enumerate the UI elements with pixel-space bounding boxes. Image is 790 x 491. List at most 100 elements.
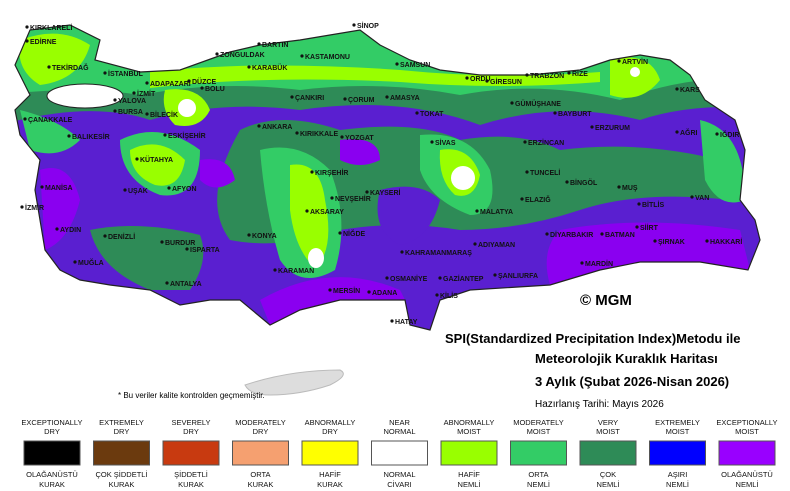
city-label: AFYON	[172, 186, 197, 193]
legend-top-label: EXCEPTIONALLY	[716, 418, 777, 427]
city-label: ÇORUM	[348, 97, 375, 104]
city-dot	[113, 109, 117, 113]
city-dot	[475, 209, 479, 213]
city-label: DİYARBAKIR	[550, 231, 593, 239]
city-dot	[338, 231, 342, 235]
legend-top-label: MOIST	[596, 427, 620, 436]
city-label: ELAZIĞ	[525, 195, 551, 204]
legend-bottom-label: KURAK	[109, 480, 135, 489]
city-label: TUNCELİ	[530, 169, 560, 177]
city-label: BAYBURT	[558, 111, 592, 118]
legend-bottom-label: NEMLİ	[458, 480, 481, 489]
city-dot	[395, 62, 399, 66]
legend-swatch	[23, 440, 81, 466]
city-dot	[690, 195, 694, 199]
city-dot	[553, 111, 557, 115]
legend-swatch	[371, 440, 428, 466]
city-label: DÜZCE	[192, 77, 216, 86]
city-label: AYDIN	[60, 227, 81, 234]
legend-bottom-label: NORMAL	[383, 470, 415, 479]
city-label: TRABZON	[530, 73, 564, 80]
city-label: ANKARA	[262, 124, 292, 131]
city-label: AĞRI	[680, 128, 698, 137]
city-label: KAHRAMANMARAŞ	[405, 250, 472, 257]
city-label: ÇANKIRI	[295, 95, 324, 102]
city-dot	[617, 185, 621, 189]
legend-bottom-label: OLAĞANÜSTÜ	[26, 470, 78, 479]
city-label: GAZİANTEP	[443, 275, 484, 283]
city-label: IĞDIR	[720, 130, 739, 139]
city-dot	[523, 140, 527, 144]
city-dot	[200, 86, 204, 90]
city-dot	[510, 101, 514, 105]
legend-top-label: DRY	[44, 427, 60, 436]
city-label: ZONGULDAK	[220, 52, 265, 59]
legend-top-label: DRY	[114, 427, 130, 436]
city-dot	[160, 240, 164, 244]
city-dot	[617, 59, 621, 63]
city-label: ESKİŞEHİR	[168, 132, 206, 140]
city-dot	[247, 233, 251, 237]
city-dot	[385, 95, 389, 99]
city-label: KONYA	[252, 233, 277, 240]
city-label: KARAMAN	[278, 268, 314, 275]
legend-bottom-label: NEMLİ	[527, 480, 550, 489]
legend-top-label: MOIST	[457, 427, 481, 436]
legend-bottom-label: KURAK	[248, 480, 274, 489]
legend-top-label: MOIST	[527, 427, 551, 436]
city-label: GİRESUN	[490, 78, 522, 86]
legend-top-label: SEVERELY	[171, 418, 210, 427]
city-label: ADAPAZARI	[150, 81, 191, 88]
city-label: SİİRT	[640, 224, 659, 232]
city-dot	[435, 293, 439, 297]
city-dot	[40, 185, 44, 189]
city-label: TOKAT	[420, 111, 444, 118]
city-label: OSMANİYE	[390, 275, 428, 283]
city-dot	[545, 232, 549, 236]
footnote: * Bu veriler kalite kontrolden geçmemişt…	[118, 391, 265, 400]
city-label: BARTIN	[262, 42, 288, 49]
city-dot	[493, 273, 497, 277]
city-dot	[580, 261, 584, 265]
city-dot	[290, 95, 294, 99]
legend-top-label: DRY	[183, 427, 199, 436]
city-dot	[73, 260, 77, 264]
city-dot	[600, 232, 604, 236]
city-dot	[300, 54, 304, 58]
city-dot	[653, 239, 657, 243]
city-dot	[637, 202, 641, 206]
legend-bottom-label: AŞIRI	[668, 470, 688, 479]
city-dot	[310, 170, 314, 174]
city-label: SİVAS	[435, 139, 456, 147]
city-label: ANTALYA	[170, 281, 202, 288]
city-dot	[385, 276, 389, 280]
city-label: BATMAN	[605, 232, 635, 239]
legend-bottom-label: HAFİF	[319, 470, 341, 479]
city-label: KASTAMONU	[305, 54, 350, 61]
city-label: MALATYA	[480, 209, 513, 216]
city-dot	[47, 65, 51, 69]
city-label: ŞIRNAK	[658, 239, 685, 246]
city-dot	[145, 81, 149, 85]
legend-top-label: DRY	[253, 427, 269, 436]
city-label: MUŞ	[622, 185, 638, 192]
city-dot	[675, 130, 679, 134]
legend-swatch	[93, 440, 150, 466]
city-dot	[165, 281, 169, 285]
city-dot	[23, 117, 27, 121]
city-dot	[257, 42, 261, 46]
city-dot	[25, 25, 29, 29]
city-dot	[185, 247, 189, 251]
city-dot	[485, 79, 489, 83]
city-dot	[113, 98, 117, 102]
legend-bottom-label: HAFİF	[458, 470, 480, 479]
city-label: BOLU	[205, 86, 225, 93]
city-label: SAMSUN	[400, 62, 430, 69]
city-label: YALOVA	[118, 98, 146, 105]
legend-bottom-label: CİVARI	[387, 480, 411, 489]
legend-top-label: EXTREMELY	[99, 418, 144, 427]
city-dot	[163, 133, 167, 137]
city-dot	[343, 97, 347, 101]
city-label: KAYSERİ	[370, 189, 401, 197]
